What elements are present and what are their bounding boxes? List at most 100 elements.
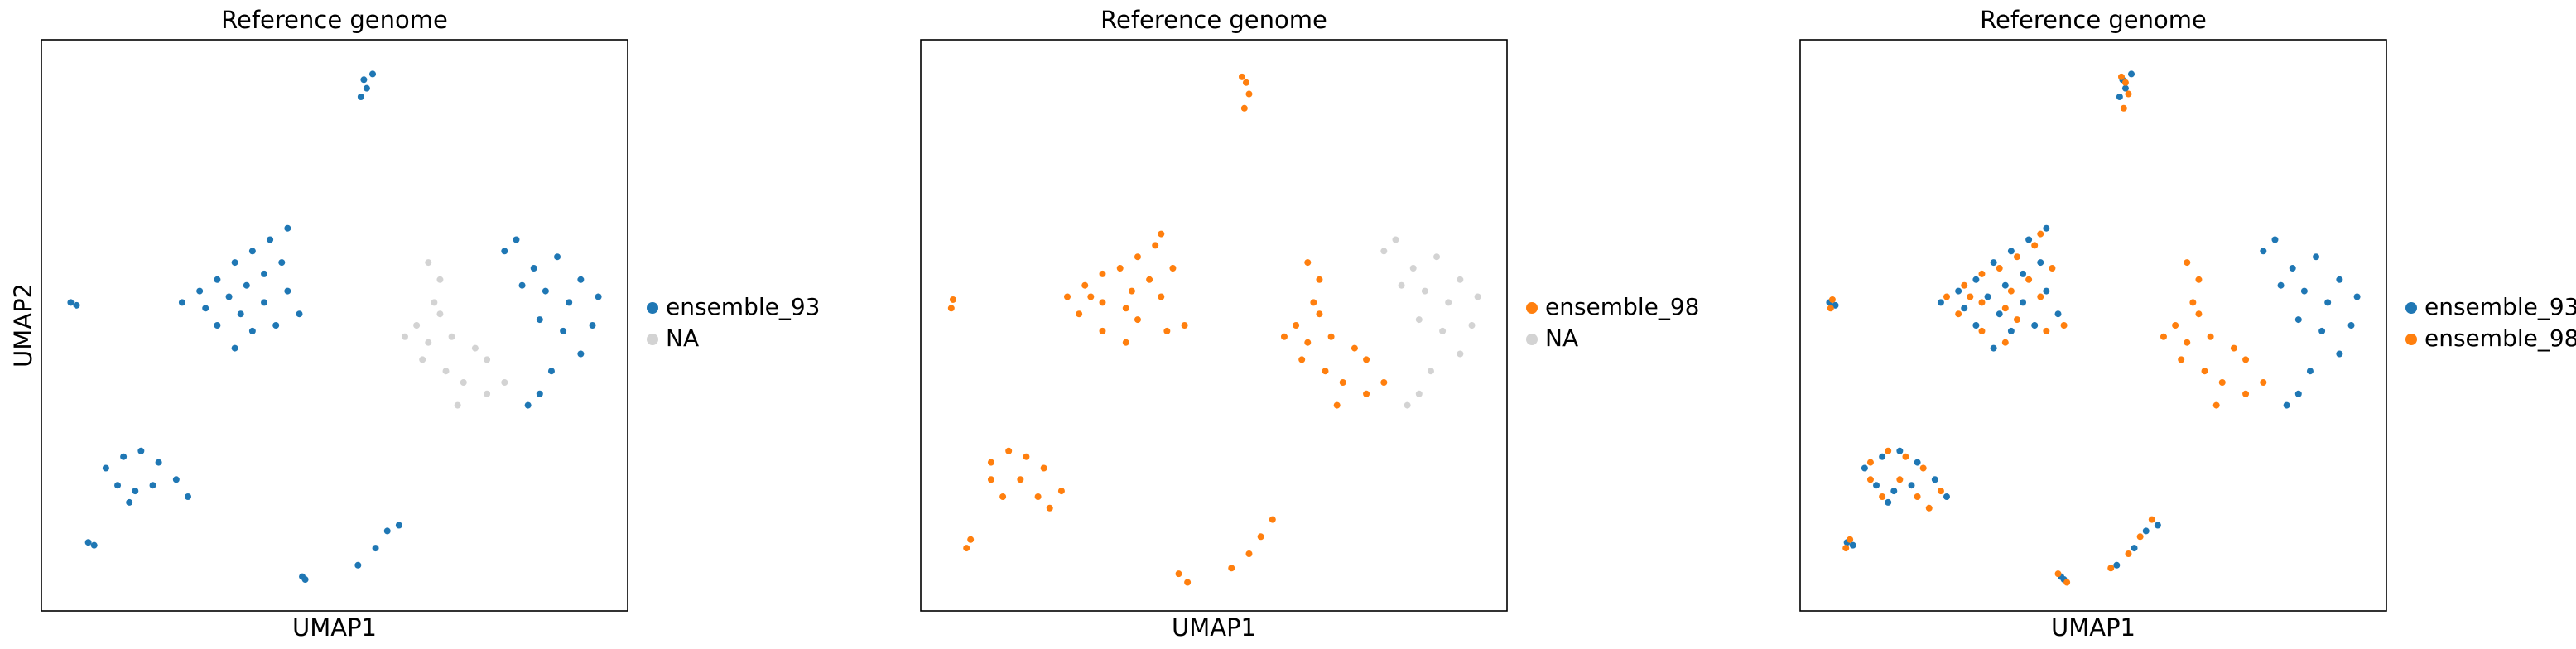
data-point	[2043, 224, 2050, 232]
data-point	[1316, 276, 1323, 283]
data-point	[1879, 453, 1886, 460]
data-point	[518, 281, 526, 289]
legend-marker	[647, 334, 658, 345]
data-point	[460, 379, 467, 386]
data-point	[1046, 504, 1053, 512]
data-point	[542, 287, 549, 295]
data-point	[261, 299, 268, 306]
legend-label: ensemble_93	[666, 293, 820, 320]
data-point	[2184, 339, 2191, 346]
data-point	[501, 248, 508, 255]
data-point	[1990, 344, 1997, 352]
data-point	[261, 270, 268, 277]
data-point	[1087, 293, 1095, 300]
data-point	[1242, 79, 1249, 86]
chart-title: Reference genome	[221, 6, 448, 34]
data-point	[471, 344, 479, 352]
data-point	[137, 447, 145, 454]
legend-label: ensemble_98	[1545, 293, 1699, 320]
data-point	[1978, 299, 1986, 306]
data-point	[501, 379, 508, 386]
data-point	[1351, 344, 1358, 352]
data-point	[1972, 276, 1980, 283]
data-point	[1967, 293, 1974, 300]
data-point	[2001, 281, 2009, 289]
data-point	[1339, 379, 1346, 386]
data-point	[1908, 482, 1915, 489]
data-point	[1445, 299, 1452, 306]
data-point	[1984, 293, 1991, 300]
data-point	[1146, 276, 1153, 283]
data-point	[2189, 299, 2197, 306]
data-point	[2207, 333, 2214, 340]
data-point	[1122, 305, 1129, 312]
data-point	[1122, 339, 1129, 346]
data-point	[1421, 287, 1428, 295]
data-point	[442, 368, 450, 375]
plot-frame	[920, 39, 1508, 612]
data-point	[1269, 516, 1276, 523]
legend-marker	[2405, 302, 2417, 314]
data-point	[1363, 356, 1370, 363]
data-point	[2001, 305, 2009, 312]
data-point	[1169, 265, 1177, 272]
data-point	[1439, 327, 1447, 334]
data-point	[1866, 459, 1874, 466]
data-point	[1978, 327, 1986, 334]
data-point	[1134, 253, 1141, 261]
data-point	[963, 545, 970, 552]
data-point	[1304, 339, 1312, 346]
data-point	[1896, 476, 1904, 483]
data-point	[278, 259, 286, 267]
data-point	[1847, 536, 1854, 543]
plot-frame	[41, 39, 628, 612]
data-point	[2289, 265, 2296, 272]
legend-marker	[1526, 334, 1538, 345]
data-point	[2120, 104, 2127, 112]
data-point	[2294, 316, 2302, 324]
data-point	[2043, 287, 2050, 295]
data-point	[2121, 79, 2129, 86]
data-point	[2306, 368, 2314, 375]
chart-title: Reference genome	[1980, 6, 2207, 34]
data-point	[2125, 90, 2132, 98]
data-point	[1245, 550, 1253, 557]
data-point	[1099, 299, 1106, 306]
data-point	[248, 248, 256, 255]
data-point	[2218, 379, 2226, 386]
data-point	[1873, 482, 1880, 489]
data-point	[2294, 390, 2302, 397]
data-point	[2031, 242, 2039, 249]
y-axis-label: UMAP2	[9, 283, 37, 368]
data-point	[2013, 253, 2020, 261]
data-point	[425, 259, 432, 267]
data-point	[114, 482, 122, 489]
data-point	[530, 265, 537, 272]
data-point	[2184, 259, 2191, 267]
data-point	[2060, 322, 2068, 329]
data-point	[1415, 390, 1423, 397]
x-axis-label: UMAP1	[292, 613, 377, 642]
data-point	[357, 94, 364, 100]
data-point	[1380, 248, 1388, 255]
data-point	[577, 350, 585, 358]
data-point	[67, 299, 75, 306]
data-point	[524, 401, 532, 409]
data-point	[2178, 356, 2185, 363]
data-point	[1158, 293, 1165, 300]
data-point	[436, 276, 444, 283]
data-point	[1468, 322, 1476, 329]
data-point	[1943, 493, 1950, 500]
data-point	[1902, 453, 1909, 460]
data-point	[2054, 310, 2062, 318]
data-point	[155, 459, 162, 466]
data-point	[2260, 379, 2267, 386]
data-point	[1996, 265, 2003, 272]
data-point	[1849, 541, 1856, 549]
data-point	[536, 390, 543, 397]
data-point	[566, 299, 573, 306]
legend-label: ensemble_98	[2424, 324, 2576, 352]
data-point	[2013, 316, 2020, 324]
data-point	[1316, 310, 1323, 318]
